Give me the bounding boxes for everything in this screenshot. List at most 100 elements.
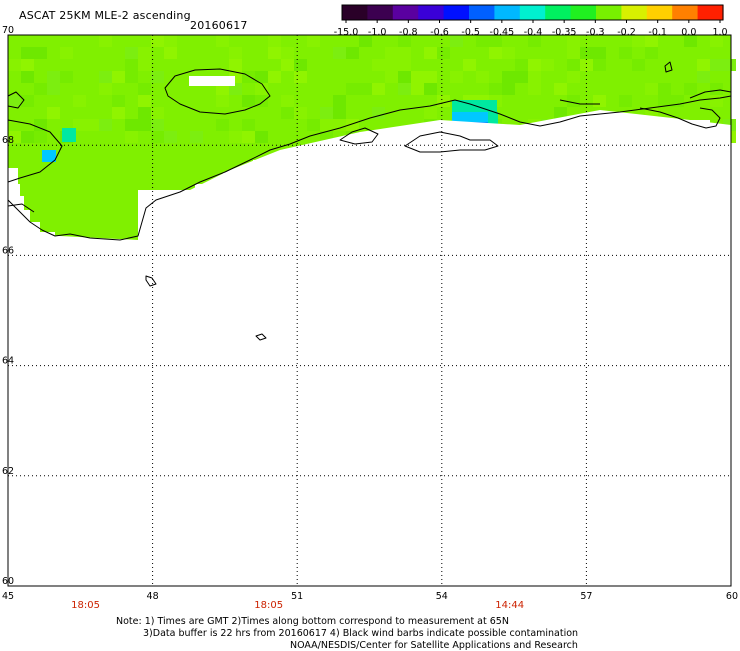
swath-cell xyxy=(567,95,580,107)
swath-cell xyxy=(463,59,476,71)
latitude-label: 66 xyxy=(2,245,14,256)
scale-swatch xyxy=(392,5,419,20)
swath-cell xyxy=(346,83,359,95)
swath-cell xyxy=(268,35,281,47)
swath-cell xyxy=(632,59,645,71)
swath-cell xyxy=(593,95,606,107)
swath-cell xyxy=(424,83,437,95)
scale-swatch xyxy=(342,5,368,20)
swath-cell xyxy=(372,83,385,95)
swath-cell xyxy=(567,71,580,83)
swath-cell xyxy=(528,59,541,71)
color-scale-bar: -15.0 -1.0 -0.8 -0.6 -0.5 -0.45 -0.4 -0.35 -0.3 -… xyxy=(334,4,728,38)
swath-cell xyxy=(138,59,151,71)
swath-cell xyxy=(281,47,294,59)
coast-line xyxy=(255,333,267,341)
scale-swatch xyxy=(596,5,622,20)
swath-cell xyxy=(99,35,112,47)
scale-swatch xyxy=(469,5,495,20)
latitude-label: 64 xyxy=(2,356,14,367)
swath-cell xyxy=(125,71,138,83)
swath-cell xyxy=(437,95,450,107)
swath-cell xyxy=(645,35,658,47)
longitude-label: 51 xyxy=(291,591,303,602)
swath-cell xyxy=(21,59,34,71)
latitude-label: 70 xyxy=(2,25,14,36)
swath-cell xyxy=(47,107,60,119)
swath-cell xyxy=(99,71,112,83)
coast-line xyxy=(145,275,157,287)
swath-cell xyxy=(450,35,463,47)
note-line-2: 3)Data buffer is 22 hrs from 20160617 4)… xyxy=(143,628,579,639)
swath-cell xyxy=(151,35,164,47)
swath-cell xyxy=(372,59,385,71)
swath-cell xyxy=(294,59,307,71)
swath-cell xyxy=(424,47,437,59)
swath-cell xyxy=(489,83,502,95)
no-data-area xyxy=(189,76,235,86)
swath-cell xyxy=(502,47,515,59)
swath-cell xyxy=(242,71,255,83)
swath-cell xyxy=(151,131,164,143)
swath-cell xyxy=(346,119,359,131)
swath-cell xyxy=(255,131,268,143)
swath-cell xyxy=(229,131,242,143)
coast-line xyxy=(164,68,271,115)
swath-cell xyxy=(255,71,268,83)
swath-cell xyxy=(47,71,60,83)
coast-line xyxy=(404,131,499,153)
swath-cell xyxy=(489,35,502,47)
swath-cell xyxy=(580,59,593,71)
coast-line xyxy=(664,61,673,73)
swath-cell xyxy=(60,47,73,59)
scale-swatch xyxy=(418,5,445,20)
swath-cell xyxy=(21,47,34,59)
coast-line xyxy=(639,107,721,129)
swath-cell xyxy=(398,47,411,59)
swath-cell xyxy=(151,107,164,119)
coast-line xyxy=(7,91,25,109)
scale-label: -0.4 xyxy=(524,27,543,38)
scale-label: -0.2 xyxy=(617,27,636,38)
scale-swatch xyxy=(443,5,470,20)
longitude-label: 54 xyxy=(436,591,448,602)
scale-swatch xyxy=(672,5,699,20)
swath-cell xyxy=(255,95,268,107)
graticule xyxy=(8,35,731,586)
swath-cell xyxy=(138,119,151,131)
scale-label: -0.1 xyxy=(648,27,667,38)
latitude-label: 68 xyxy=(2,135,14,146)
swath-cell xyxy=(281,107,294,119)
swath-cell xyxy=(710,35,723,47)
swath-cell xyxy=(242,131,255,143)
swath-cell xyxy=(268,71,281,83)
swath-cell xyxy=(229,59,242,71)
coast-line xyxy=(689,89,732,99)
swath-cell xyxy=(112,95,125,107)
swath-cell xyxy=(359,83,372,95)
scale-label: -0.45 xyxy=(490,27,515,38)
latitude-label: 62 xyxy=(2,466,14,477)
swath-cell xyxy=(567,47,580,59)
swath-cell xyxy=(489,47,502,59)
swath-cell xyxy=(385,71,398,83)
swath-cell xyxy=(398,59,411,71)
swath-cell xyxy=(125,119,138,131)
swath-cell xyxy=(151,119,164,131)
pass-time-label: 18:05 xyxy=(71,600,100,611)
swath-cell xyxy=(528,71,541,83)
anomaly-cell xyxy=(488,112,498,128)
swath-cell xyxy=(73,119,86,131)
swath-cell xyxy=(164,47,177,59)
scale-swatch xyxy=(621,5,648,20)
swath-cell xyxy=(333,119,346,131)
swath-cell xyxy=(21,95,34,107)
wind-map: 70 68 66 64 62 60 45 48 51 54 57 60 xyxy=(2,25,740,602)
swath-cell xyxy=(138,83,151,95)
swath-cell xyxy=(554,107,567,119)
anomaly-cell xyxy=(42,150,56,162)
scale-swatch xyxy=(697,5,724,20)
swath-cell xyxy=(18,160,253,172)
scale-swatch xyxy=(646,5,673,20)
swath-cell xyxy=(567,59,580,71)
